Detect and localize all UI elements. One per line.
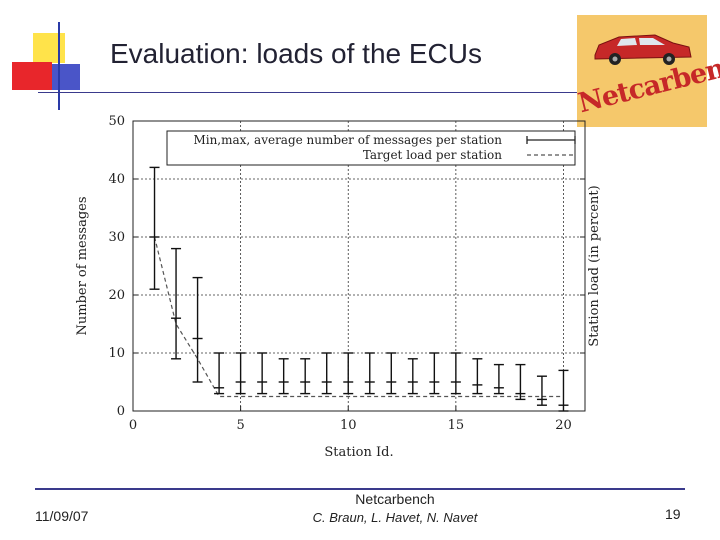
x-tick-label: 10 [340,418,357,433]
footer-date: 11/09/07 [35,508,89,524]
page-number: 19 [665,506,681,522]
chart-container: 0 5 10 15 20 0 10 20 30 40 50 Min,max, average num… [70,108,615,468]
legend-label-target: Target load per station [363,148,502,162]
x-axis-label: Station Id. [324,445,393,460]
legend-label-minmax: Min,max, average number of messages per … [193,133,502,147]
decor-blue-square [52,64,80,90]
x-tick-label: 20 [555,418,572,433]
y2-axis-label: Station load (in percent) [587,185,602,346]
y-tick-label: 50 [108,114,125,129]
y-tick-label: 0 [117,404,125,419]
decor-horizontal-line [38,92,608,93]
plot-frame [132,120,586,412]
target-load-line [153,236,564,398]
netcarbench-logo: Netcarbench [575,15,720,127]
car-icon [594,34,692,65]
y-tick-label: 40 [108,172,125,187]
y-tick-label: 30 [108,230,125,245]
footer-authors: C. Braun, L. Havet, N. Navet [312,510,478,525]
station-load-chart: 0 5 10 15 20 0 10 20 30 40 50 Min,max, average num… [75,114,602,460]
decor-yellow-square [33,33,65,63]
y-axis-label: Number of messages [75,196,90,335]
x-tick-label: 5 [236,418,244,433]
footer-divider [35,488,685,490]
y-tick-label: 10 [108,346,125,361]
footer-title: Netcarbench [355,491,435,507]
decor-vertical-line [58,22,60,110]
legend-box [166,130,576,166]
x-tick-label: 15 [448,418,465,433]
slide-title: Evaluation: loads of the ECUs [110,38,482,69]
decor-red-square [12,62,52,90]
y-tick-label: 20 [108,288,125,303]
x-tick-label: 0 [129,418,137,433]
